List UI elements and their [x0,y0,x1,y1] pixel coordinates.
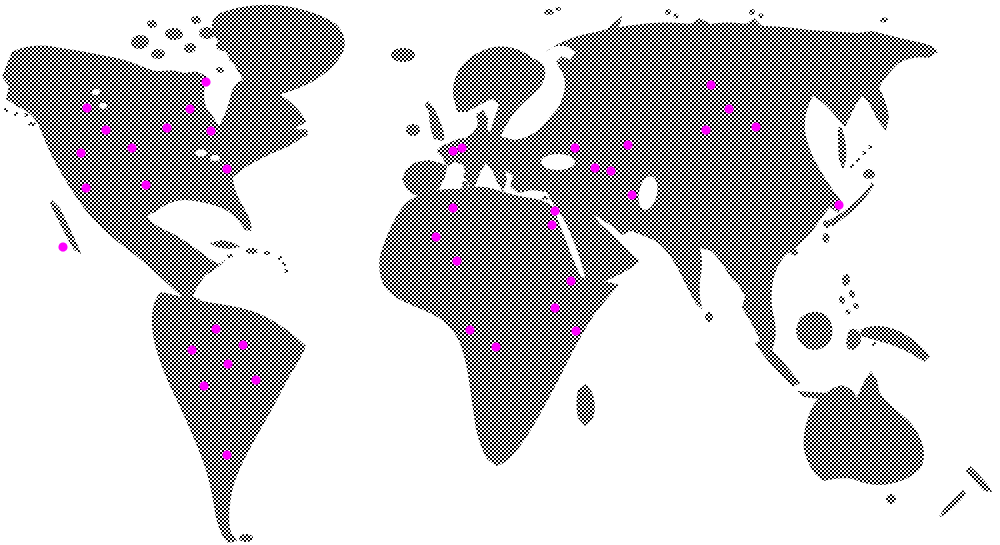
location-marker[interactable] [590,163,600,173]
location-marker[interactable] [627,190,637,200]
location-marker[interactable] [452,256,462,266]
location-marker[interactable] [211,324,221,334]
madagascar [576,384,595,426]
ireland [406,124,420,136]
mediterranean-islands [432,172,548,205]
location-marker[interactable] [550,303,560,313]
great-bear-lake [92,89,100,95]
location-marker[interactable] [448,146,458,156]
location-marker[interactable] [187,345,197,355]
location-marker[interactable] [141,180,151,190]
new-guinea [860,325,930,362]
location-marker[interactable] [751,122,761,132]
caribbean-islands [210,240,288,273]
location-marker[interactable] [606,166,616,176]
continent-north-america [2,45,306,309]
location-marker[interactable] [127,143,137,153]
location-marker[interactable] [76,148,86,158]
location-marker[interactable] [465,325,475,335]
location-marker[interactable] [58,242,68,252]
location-marker[interactable] [623,140,633,150]
great-slave-lake [99,103,107,109]
location-marker[interactable] [222,450,232,460]
location-marker[interactable] [81,183,91,193]
location-marker[interactable] [223,359,233,369]
location-marker[interactable] [547,220,557,230]
hainan [790,248,798,256]
arctic-islands [131,16,241,73]
tierra-del-fuego [239,534,253,542]
location-marker[interactable] [448,203,458,213]
location-marker[interactable] [251,375,261,385]
great-lake-west [195,149,207,157]
location-marker[interactable] [101,125,111,135]
black-sea [541,154,575,170]
sulawesi [846,328,862,350]
location-marker[interactable] [206,126,216,136]
location-marker[interactable] [185,104,195,114]
city-markers [58,77,844,460]
continent-africa [379,186,619,466]
location-marker[interactable] [457,143,467,153]
greenland [211,4,345,98]
sakhalin [838,126,847,170]
location-marker[interactable] [701,125,711,135]
newfoundland [298,129,308,137]
sumatra [755,340,800,387]
great-lake-east [210,155,220,161]
location-marker[interactable] [724,104,734,114]
caspian-sea [638,176,658,210]
philippines [839,274,859,315]
location-marker[interactable] [571,326,581,336]
location-marker[interactable] [162,123,172,133]
inland-seas [92,89,658,210]
new-zealand [938,466,992,518]
iceland [391,48,415,62]
location-marker[interactable] [706,80,716,90]
taiwan [822,233,830,243]
location-marker[interactable] [834,200,844,210]
tasmania [886,494,896,504]
borneo [796,311,833,350]
location-marker[interactable] [491,342,501,352]
kuril-islands [850,145,872,168]
location-marker[interactable] [199,381,209,391]
scandinavia [452,46,546,140]
location-marker[interactable] [82,103,92,113]
continent-eurasia [402,18,938,358]
baja-peninsula [50,200,81,254]
continent-australia [803,371,924,485]
location-marker[interactable] [566,276,576,286]
location-marker[interactable] [201,77,211,87]
location-marker[interactable] [431,232,441,242]
japan [823,169,875,228]
location-marker[interactable] [570,143,580,153]
world-landmass [2,4,992,543]
location-marker[interactable] [222,164,232,174]
russian-arctic-islands [544,7,888,47]
great-britain [425,101,445,141]
location-marker[interactable] [238,340,248,350]
continent-south-america [151,292,306,543]
aleutian-islands [4,108,38,126]
location-marker[interactable] [550,206,560,216]
sri-lanka [705,312,713,322]
